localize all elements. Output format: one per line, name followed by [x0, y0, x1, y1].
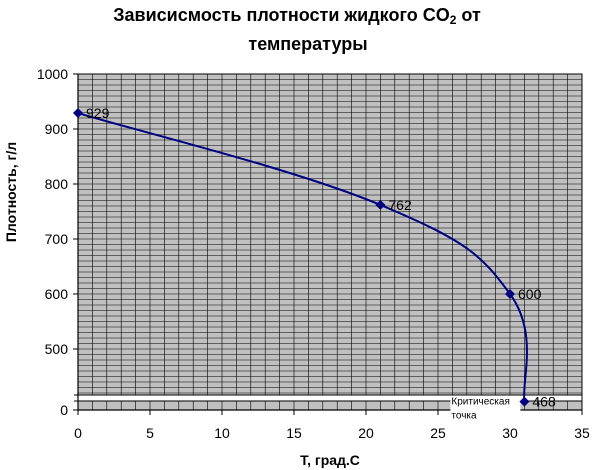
y-tick-label: 800	[45, 176, 69, 192]
x-tick-labels: 0 5 10 15 20 25 30 35	[74, 425, 590, 441]
data-point-label: 929	[86, 105, 110, 121]
data-point-label: 600	[518, 286, 542, 302]
annotation-line1: Критическая	[451, 397, 509, 408]
chart-title-line1: Зависисмость плотности жидкого CO2 от	[113, 5, 481, 27]
data-labels: 929 762 600 468	[86, 105, 556, 410]
annotation-box	[450, 395, 521, 424]
y-tick-label: 0	[60, 402, 68, 418]
x-axis-label: T, град.С	[300, 452, 360, 468]
y-tick-label: 600	[45, 286, 69, 302]
grid-lines	[77, 73, 583, 410]
x-tick-label: 15	[286, 425, 302, 441]
x-tick-label: 10	[214, 425, 230, 441]
chart-title-line2: температуры	[248, 34, 367, 54]
data-point-label: 762	[388, 197, 412, 213]
x-tick-label: 35	[574, 425, 590, 441]
plot-area	[78, 74, 582, 410]
x-tick-label: 30	[502, 425, 518, 441]
x-tick-label: 5	[146, 425, 154, 441]
y-tick-label: 500	[45, 341, 69, 357]
y-axis-label: Плотность, г/л	[3, 142, 19, 242]
data-point-marker	[519, 396, 530, 407]
y-tick-label: 900	[45, 121, 69, 137]
y-tick-label: 700	[45, 231, 69, 247]
chart-title-subscript: 2	[450, 13, 457, 27]
y-tick-label: 1000	[37, 66, 68, 82]
x-tick-label: 20	[358, 425, 374, 441]
data-markers	[73, 108, 530, 407]
y-tick-labels: 0 500 600 700 800 900 1000	[37, 66, 68, 418]
data-point-marker	[375, 199, 386, 210]
axis-break-band	[78, 395, 582, 401]
data-point-marker	[505, 289, 515, 299]
critical-point-annotation: Критическая точка	[450, 395, 521, 424]
annotation-line2: точка	[451, 411, 477, 422]
data-point-label: 468	[532, 394, 556, 410]
data-point-marker	[73, 108, 83, 119]
series-line	[77, 112, 528, 402]
x-tick-label: 0	[74, 425, 82, 441]
x-tick-label: 25	[430, 425, 446, 441]
